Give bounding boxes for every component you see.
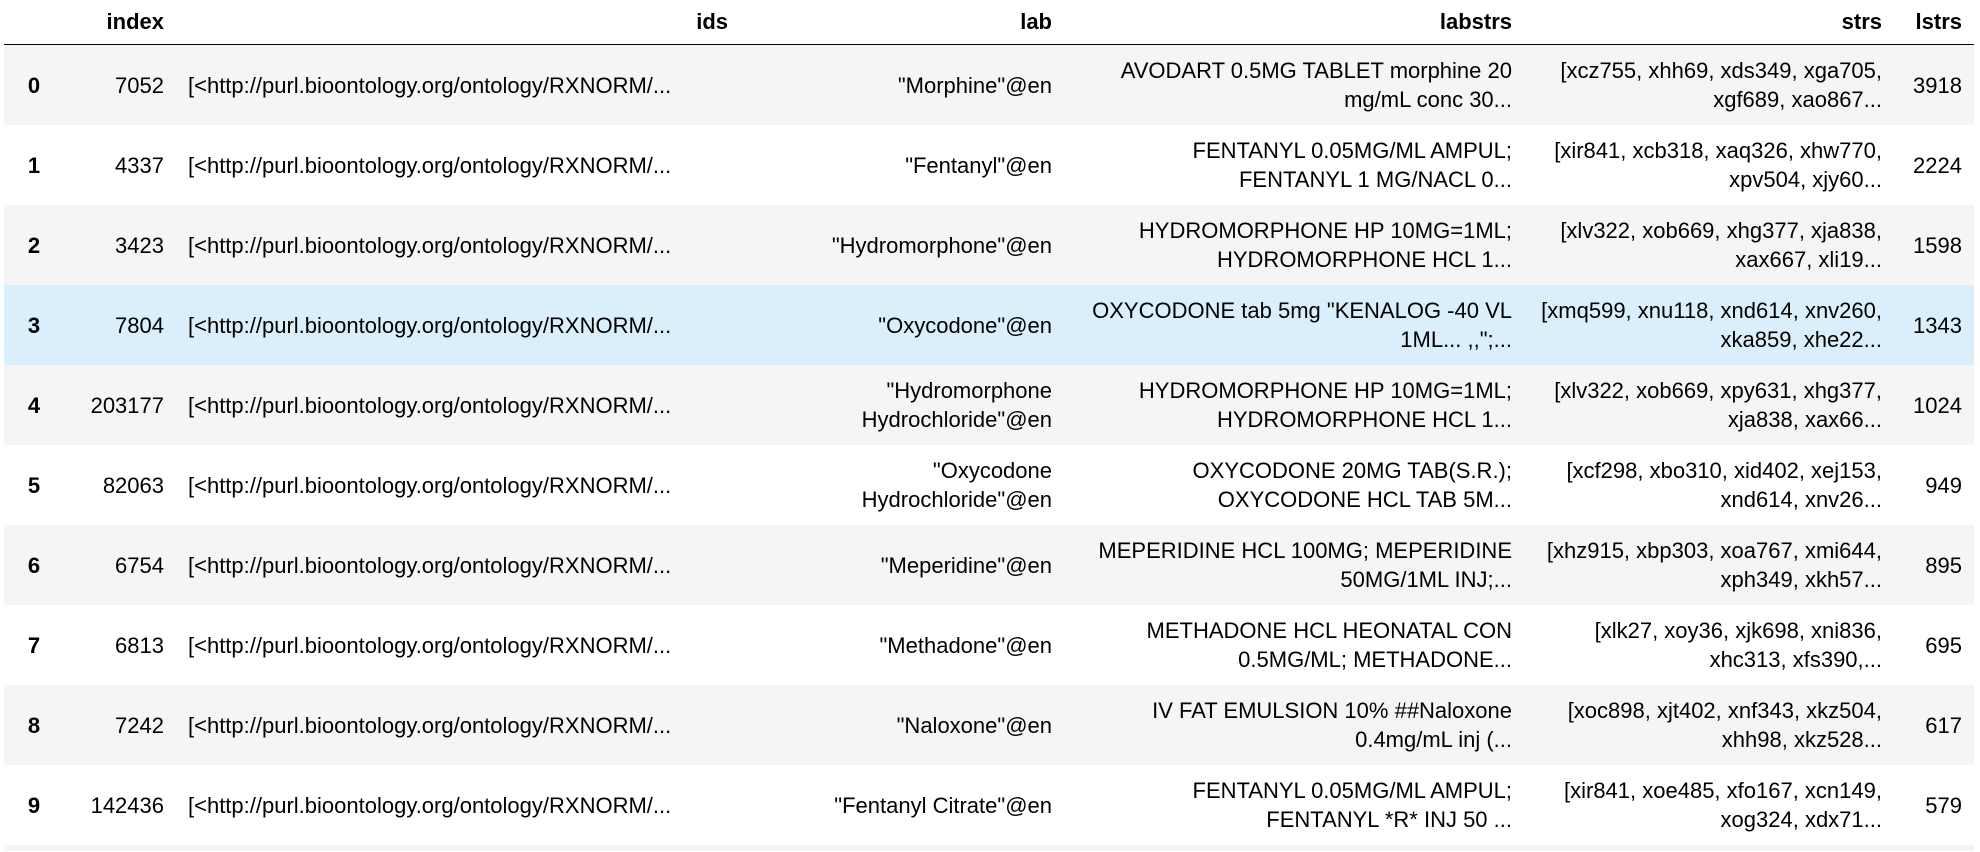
cell-ids: [<http://purl.bioontology.org/ontology/R… (188, 552, 672, 578)
cell-lstrs: 1343 (1913, 312, 1962, 338)
cell-index: 7804 (115, 312, 164, 338)
row-label: 9 (27, 792, 41, 818)
cell-ids: [<http://purl.bioontology.org/ontology/R… (188, 712, 672, 738)
cell-index: 82063 (102, 472, 164, 498)
cell-lab: "Oxycodone Hydrochloride"@en (861, 458, 1052, 512)
cell-lstrs: 3918 (1913, 72, 1962, 98)
row-label: 1 (27, 152, 41, 178)
row-label: 0 (27, 72, 41, 98)
row-label: 3 (27, 312, 41, 338)
cell-index: 142436 (90, 792, 164, 818)
cell-lstrs: 895 (1925, 552, 1962, 578)
cell-lab: "Methadone"@en (879, 632, 1052, 658)
row-label: 6 (27, 552, 41, 578)
cell-labstrs: METHADONE HCL HEONATAL CON 0.5MG/ML; MET… (1146, 618, 1512, 672)
table-row: 2 3423 [<http://purl.bioontology.org/ontol… (4, 205, 1974, 285)
cell-lstrs: 949 (1925, 472, 1962, 498)
cell-lstrs: 579 (1925, 792, 1962, 818)
header-strs: strs (1524, 0, 1894, 45)
header-lstrs: lstrs (1894, 0, 1974, 45)
table-row: 6 6754 [<http://purl.bioontology.org/ontol… (4, 525, 1974, 605)
cell-lab: "Morphine"@en (897, 72, 1052, 98)
cell-lstrs: 2224 (1913, 152, 1962, 178)
cell-ids: [<http://purl.bioontology.org/ontology/R… (188, 472, 672, 498)
header-index: index (64, 0, 176, 45)
cell-strs: [xlv322, xob669, xhg377, xja838, xax667,… (1560, 218, 1882, 272)
cell-ids: [<http://purl.bioontology.org/ontology/R… (188, 152, 672, 178)
cell-labstrs: OXYCODONE tab 5mg "KENALOG -40 VL 1ML...… (1092, 298, 1512, 352)
header-lab: lab (740, 0, 1064, 45)
cell-strs: [xlk27, xoy36, xjk698, xni836, xhc313, x… (1594, 618, 1882, 672)
row-label: 5 (27, 472, 41, 498)
cell-ids: [<http://purl.bioontology.org/ontology/R… (188, 312, 672, 338)
cell-strs: [xcz755, xhh69, xds349, xga705, xgf689, … (1560, 58, 1882, 112)
cell-strs: [xmq599, xnu118, xnd614, xnv260, xka859,… (1541, 298, 1882, 352)
cell-lab: "Oxycodone"@en (878, 312, 1052, 338)
cell-index: 3423 (115, 232, 164, 258)
cell-lstrs: 1598 (1913, 232, 1962, 258)
header-row: index ids lab labstrs strs lstrs (4, 0, 1974, 45)
table-row: 5 82063 [<http://purl.bioontology.org/onto… (4, 445, 1974, 525)
table-row: 3 7804 [<http://purl.bioontology.org/ontol… (4, 285, 1974, 365)
table-row: 7 6813 [<http://purl.bioontology.org/ontol… (4, 605, 1974, 685)
cell-labstrs: FENTANYL 0.05MG/ML AMPUL; FENTANYL *R* I… (1192, 778, 1513, 832)
cell-ids: [<http://purl.bioontology.org/ontology/R… (188, 632, 672, 658)
cell-labstrs: HYDROMORPHONE HP 10MG=1ML; HYDROMORPHONE… (1138, 218, 1512, 272)
cell-strs: [xir841, xoe485, xfo167, xcn149, xog324,… (1564, 778, 1882, 832)
cell-labstrs: FENTANYL 0.05MG/ML AMPUL; FENTANYL 1 MG/… (1192, 138, 1513, 192)
table-row: 9 142436 [<http://purl.bioontology.org/ont… (4, 765, 1974, 845)
row-label: 7 (27, 632, 41, 658)
cell-index: 6754 (115, 552, 164, 578)
cell-strs: [xcf298, xbo310, xid402, xej153, xnd614,… (1566, 458, 1882, 512)
cell-strs: [xlv322, xob669, xpy631, xhg377, xja838,… (1554, 378, 1882, 432)
cell-index: 6813 (115, 632, 164, 658)
cell-ids: [<http://purl.bioontology.org/ontology/R… (188, 792, 672, 818)
table-row: 8 7242 [<http://purl.bioontology.org/ontol… (4, 685, 1974, 765)
cell-ids: [<http://purl.bioontology.org/ontology/R… (188, 232, 672, 258)
table-row: 1 4337 [<http://purl.bioontology.org/ontol… (4, 125, 1974, 205)
cell-labstrs: MEPERIDINE HCL 100MG; MEPERIDINE 50MG/1M… (1098, 538, 1512, 592)
table-row: 4 203177 [<http://purl.bioontology.org/ont… (4, 365, 1974, 445)
cell-lab: "Meperidine"@en (880, 552, 1052, 578)
cell-strs: [xir841, xcb318, xaq326, xhw770, xpv504,… (1554, 138, 1882, 192)
cell-index: 7052 (115, 72, 164, 98)
cell-lab: "Fentanyl"@en (905, 152, 1052, 178)
table-header: index ids lab labstrs strs lstrs (4, 0, 1974, 45)
cell-labstrs: HYDROMORPHONE HP 10MG=1ML; HYDROMORPHONE… (1138, 378, 1512, 432)
cell-lab: "Hydromorphone"@en (831, 232, 1052, 258)
cell-lab: "Naloxone"@en (896, 712, 1052, 738)
row-label: 8 (27, 712, 41, 738)
cell-labstrs: OXYCODONE 20MG TAB(S.R.); OXYCODONE HCL … (1192, 458, 1512, 512)
cell-lab: "Hydromorphone Hydrochloride"@en (861, 378, 1052, 432)
header-ids: ids (176, 0, 740, 45)
cell-lstrs: 695 (1925, 632, 1962, 658)
table-row: 0 7052 [<http://purl.bioontology.org/ontol… (4, 44, 1974, 125)
cell-lstrs: 617 (1925, 712, 1962, 738)
table-body: 0 7052 [<http://purl.bioontology.org/ontol… (4, 44, 1974, 845)
cell-index: 7242 (115, 712, 164, 738)
dataframe-table: index ids lab labstrs strs lstrs 0 7052 [<… (4, 0, 1974, 845)
cell-strs: [xhz915, xbp303, xoa767, xmi644, xph349,… (1546, 538, 1882, 592)
header-labstrs: labstrs (1064, 0, 1524, 45)
cell-lab: "Fentanyl Citrate"@en (834, 792, 1052, 818)
dataframe-output: index ids lab labstrs strs lstrs 0 7052 [<… (4, 0, 1974, 851)
table-bottom-edge (4, 845, 1974, 851)
row-label: 2 (27, 232, 41, 258)
cell-ids: [<http://purl.bioontology.org/ontology/R… (188, 72, 672, 98)
cell-ids: [<http://purl.bioontology.org/ontology/R… (188, 392, 672, 418)
cell-index: 4337 (115, 152, 164, 178)
row-label: 4 (27, 392, 41, 418)
cell-labstrs: IV FAT EMULSION 10% ##Naloxone 0.4mg/mL … (1152, 698, 1512, 752)
header-row-index (4, 0, 64, 45)
cell-labstrs: AVODART 0.5MG TABLET morphine 20 mg/mL c… (1120, 58, 1512, 112)
cell-index: 203177 (90, 392, 164, 418)
cell-strs: [xoc898, xjt402, xnf343, xkz504, xhh98, … (1567, 698, 1882, 752)
cell-lstrs: 1024 (1913, 392, 1962, 418)
